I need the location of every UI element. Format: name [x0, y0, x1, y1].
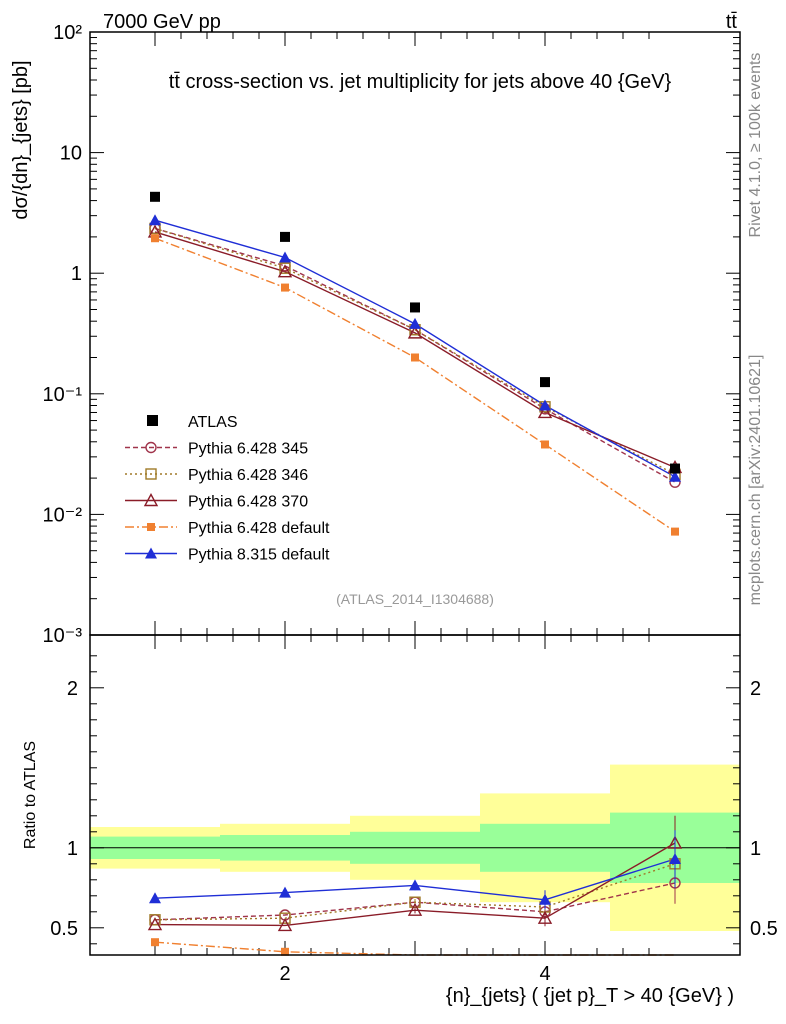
x-tick-label: 4	[539, 963, 550, 985]
y-tick-label: 10	[60, 143, 82, 165]
axes-ticks: 2 4 10² 10 1 10⁻¹ 10⁻² 10⁻³ 0.5 0.5 1 1 2 2	[43, 22, 778, 985]
ratio-tick-label: 1	[750, 838, 761, 860]
series-marker	[279, 886, 291, 898]
legend-label: Pythia 6.428 default	[188, 520, 330, 537]
series-marker	[145, 441, 157, 454]
legend-marker	[147, 415, 158, 426]
series-marker	[407, 325, 423, 339]
legend-label: Pythia 6.428 345	[188, 441, 308, 458]
y-tick-label: 1	[71, 263, 82, 285]
series-line	[154, 237, 676, 533]
series-marker	[149, 914, 161, 926]
series-marker	[143, 493, 159, 507]
series-marker	[279, 912, 291, 924]
ratio-axis-label: Ratio to ATLAS	[22, 741, 39, 849]
ratio-plot-frame	[89, 634, 741, 956]
legend-label: Pythia 6.428 346	[188, 467, 308, 484]
x-axis-label: {n}_{jets} ( {jet p}_T > 40 {GeV} )	[446, 985, 734, 1007]
series-marker	[151, 234, 159, 243]
data-point	[150, 191, 160, 202]
legend-label: Pythia 6.428 370	[188, 494, 308, 511]
series-marker	[669, 470, 681, 482]
series-marker	[539, 893, 551, 905]
ratio-uncertainty-bands	[90, 764, 740, 931]
mcplots-label: mcplots.cern.ch [arXiv:2401.10621]	[747, 355, 764, 606]
data-point	[280, 231, 290, 242]
ratio-tick-label: 0.5	[50, 918, 78, 940]
series-marker	[407, 902, 423, 916]
series-marker	[145, 468, 157, 480]
ratio-tick-label: 2	[67, 678, 78, 700]
rivet-version-label: Rivet 4.1.0, ≥ 100k events	[747, 53, 764, 238]
series-line	[154, 231, 676, 469]
process-label: tt̄	[726, 11, 738, 33]
series-marker	[279, 262, 291, 274]
series-marker	[409, 879, 421, 891]
data-point	[410, 302, 420, 313]
ratio-tick-label: 1	[67, 838, 78, 860]
energy-label: 7000 GeV pp	[103, 11, 221, 33]
legend: ATLAS Pythia 6.428 345 Pythia 6.428 346 Pyt…	[125, 414, 330, 564]
y-tick-label: 10⁻²	[43, 504, 83, 526]
legend-label: ATLAS	[188, 414, 238, 431]
analysis-id: (ATLAS_2014_I1304688)	[336, 591, 494, 607]
series-marker	[149, 892, 161, 904]
x-tick-label: 2	[279, 963, 290, 985]
data-markers	[147, 191, 683, 956]
data-point	[670, 463, 680, 474]
series-marker	[281, 947, 289, 956]
ratio-tick-label: 2	[750, 678, 761, 700]
series-line	[154, 227, 676, 475]
series-marker	[537, 405, 553, 419]
series-marker	[411, 353, 419, 362]
series-marker	[279, 251, 291, 263]
series-line	[154, 227, 676, 483]
series-marker	[145, 547, 157, 559]
legend-label: Pythia 8.315 default	[188, 547, 330, 564]
data-point	[540, 377, 550, 388]
series-marker	[541, 440, 549, 449]
series-marker	[281, 283, 289, 292]
series-marker	[671, 527, 679, 536]
y-tick-label: 10⁻¹	[43, 384, 83, 406]
series-marker	[277, 264, 293, 278]
series-marker	[147, 523, 155, 531]
series-marker	[151, 938, 159, 947]
y-tick-label: 10⁻³	[43, 625, 83, 647]
ratio-tick-label: 0.5	[750, 918, 778, 940]
y-axis-label: dσ/{dn}_{jets} [pb]	[10, 60, 32, 219]
series-marker	[147, 917, 163, 931]
y-tick-label: 10²	[53, 22, 82, 44]
series-marker	[409, 317, 421, 329]
series-marker	[537, 910, 553, 924]
series-marker	[669, 853, 681, 864]
series-marker	[277, 917, 293, 932]
plot-title: tt̄ cross-section vs. jet multiplicity f…	[169, 71, 672, 93]
series-marker	[149, 214, 161, 226]
series-marker	[539, 399, 551, 411]
